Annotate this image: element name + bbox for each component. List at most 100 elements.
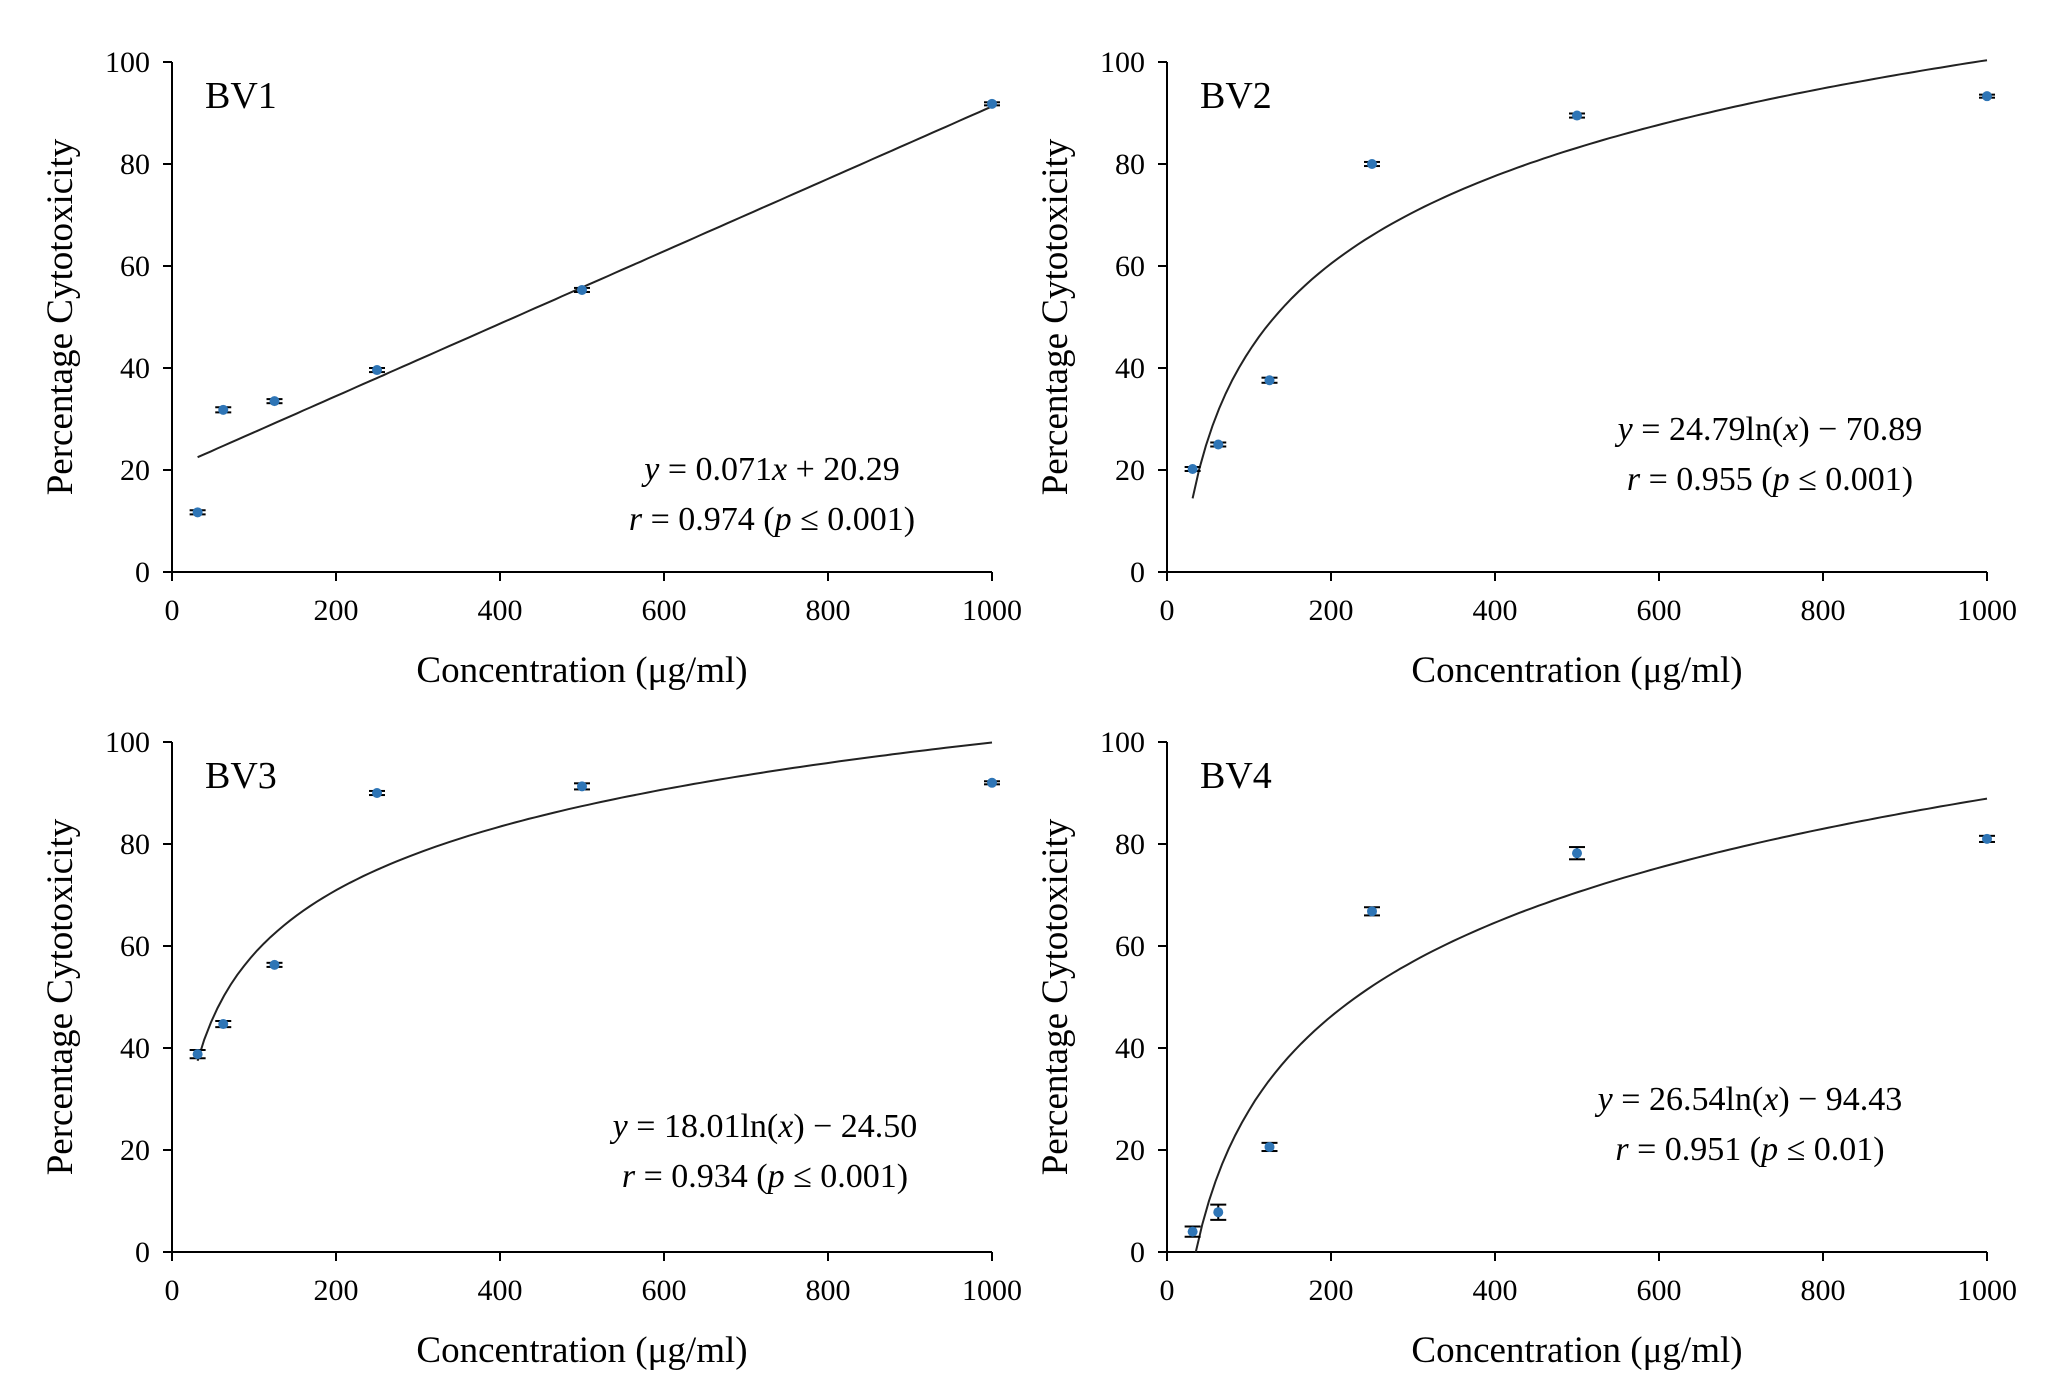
trend-line — [196, 741, 993, 1062]
x-tick-label: 400 — [478, 594, 523, 627]
y-axis-title: Percentage Cytotoxicity — [40, 818, 81, 1175]
stats-p-value: ≤ 0.01) — [1778, 1131, 1884, 1168]
y-tick-label: 80 — [1115, 828, 1145, 861]
y-tick-label: 20 — [1115, 454, 1145, 487]
x-tick-label: 400 — [478, 1274, 523, 1307]
panel-title: BV3 — [205, 755, 277, 797]
y-tick-label: 0 — [135, 556, 150, 589]
data-point — [1264, 375, 1275, 386]
equation-x: x — [1782, 411, 1798, 448]
data-point — [987, 98, 997, 109]
chart-panel-bv2: 0 20 40 60 80 100 0 200 400 600 800 1000 Concentrati… — [1015, 20, 2025, 710]
x-tick-label: 0 — [1160, 1274, 1175, 1307]
data-point — [1982, 833, 1992, 844]
y-tick-label: 100 — [105, 726, 150, 759]
chart-panel-bv1: 0 20 40 60 80 100 0 200 400 600 800 1000 Concentrati… — [20, 20, 1030, 710]
y-tick-label: 80 — [120, 828, 150, 861]
stats-r-value: = 0.951 ( — [1629, 1131, 1762, 1168]
trend-line — [1191, 59, 1988, 499]
stats-p: p — [1759, 1131, 1778, 1168]
stats-p-value: ≤ 0.001) — [1790, 461, 1913, 498]
correlation-stats: r = 0.951 (p ≤ 0.01) — [1615, 1131, 1884, 1168]
regression-equation: y = 24.79ln(x) − 70.89 — [1615, 411, 1923, 448]
x-tick-label: 200 — [1309, 594, 1354, 627]
x-tick-label: 600 — [1637, 594, 1682, 627]
y-tick-label: 40 — [120, 1032, 150, 1065]
regression-equation: y = 0.071x + 20.29 — [641, 451, 900, 488]
y-tick-label: 40 — [1115, 352, 1145, 385]
equation-x: x — [771, 451, 787, 488]
y-tick-label: 20 — [120, 454, 150, 487]
stats-p: p — [1771, 461, 1790, 498]
x-tick-label: 1000 — [1957, 1274, 2017, 1307]
x-tick-label: 0 — [165, 594, 180, 627]
x-tick-label: 200 — [314, 594, 359, 627]
stats-p-value: ≤ 0.001) — [792, 501, 915, 538]
y-tick-label: 60 — [120, 250, 150, 283]
equation-y: y — [610, 1108, 629, 1145]
x-tick-label: 0 — [1160, 594, 1175, 627]
x-tick-label: 200 — [1309, 1274, 1354, 1307]
data-point — [1982, 91, 1992, 102]
y-tick-label: 0 — [135, 1236, 150, 1269]
y-tick-label: 80 — [1115, 148, 1145, 181]
regression-equation: y = 18.01ln(x) − 24.50 — [610, 1108, 918, 1145]
equation-rest: ) − 94.43 — [1778, 1081, 1902, 1118]
y-axis-title: Percentage Cytotoxicity — [1035, 818, 1076, 1175]
stats-p-value: ≤ 0.001) — [785, 1158, 908, 1195]
y-tick-label: 40 — [120, 352, 150, 385]
data-point — [577, 781, 587, 792]
y-tick-label: 0 — [1130, 1236, 1145, 1269]
stats-p: p — [766, 1158, 785, 1195]
panel-title: BV2 — [1200, 75, 1272, 117]
stats-r-value: = 0.974 ( — [642, 501, 775, 538]
equation-y: y — [641, 451, 660, 488]
y-tick-label: 20 — [1115, 1134, 1145, 1167]
equation-coef: = 26.54ln( — [1613, 1081, 1763, 1118]
data-point — [577, 284, 587, 295]
correlation-stats: r = 0.934 (p ≤ 0.001) — [622, 1158, 908, 1195]
chart-panel-bv3: 0 20 40 60 80 100 0 200 400 600 800 1000 Concentrati… — [20, 700, 1030, 1390]
x-tick-label: 400 — [1473, 594, 1518, 627]
regression-equation: y = 26.54ln(x) − 94.43 — [1595, 1081, 1903, 1118]
stats-r: r — [622, 1158, 636, 1195]
data-point — [218, 1019, 229, 1030]
trend-line — [197, 105, 993, 459]
x-axis-title: Concentration (μg/ml) — [416, 650, 747, 691]
y-tick-label: 0 — [1130, 556, 1145, 589]
x-tick-label: 800 — [806, 594, 851, 627]
data-point — [987, 777, 997, 788]
data-point — [1367, 159, 1377, 169]
panel-title: BV1 — [205, 75, 277, 117]
x-axis-title: Concentration (μg/ml) — [1411, 1330, 1742, 1371]
chart-panel-bv4: 0 20 40 60 80 100 0 200 400 600 800 1000 Concentrati… — [1015, 700, 2025, 1390]
data-point — [1367, 906, 1377, 917]
x-tick-label: 800 — [1801, 1274, 1846, 1307]
data-point — [269, 396, 280, 407]
equation-coef: = 0.071 — [659, 451, 772, 488]
equation-y: y — [1595, 1081, 1614, 1118]
data-point — [1187, 463, 1198, 474]
trend-line — [1194, 797, 1988, 1253]
data-point — [372, 365, 382, 376]
equation-y: y — [1615, 411, 1634, 448]
correlation-stats: r = 0.955 (p ≤ 0.001) — [1627, 461, 1913, 498]
x-tick-label: 600 — [642, 594, 687, 627]
data-point — [372, 788, 382, 798]
data-point — [269, 959, 280, 970]
y-tick-label: 80 — [120, 148, 150, 181]
x-tick-label: 200 — [314, 1274, 359, 1307]
x-tick-label: 600 — [1637, 1274, 1682, 1307]
stats-r-value: = 0.955 ( — [1640, 461, 1773, 498]
data-point — [1572, 848, 1582, 859]
y-tick-label: 60 — [1115, 930, 1145, 963]
stats-r: r — [629, 501, 643, 538]
x-tick-label: 400 — [1473, 1274, 1518, 1307]
stats-r-value: = 0.934 ( — [635, 1158, 768, 1195]
panel-title: BV4 — [1200, 755, 1272, 797]
x-tick-label: 1000 — [962, 594, 1022, 627]
